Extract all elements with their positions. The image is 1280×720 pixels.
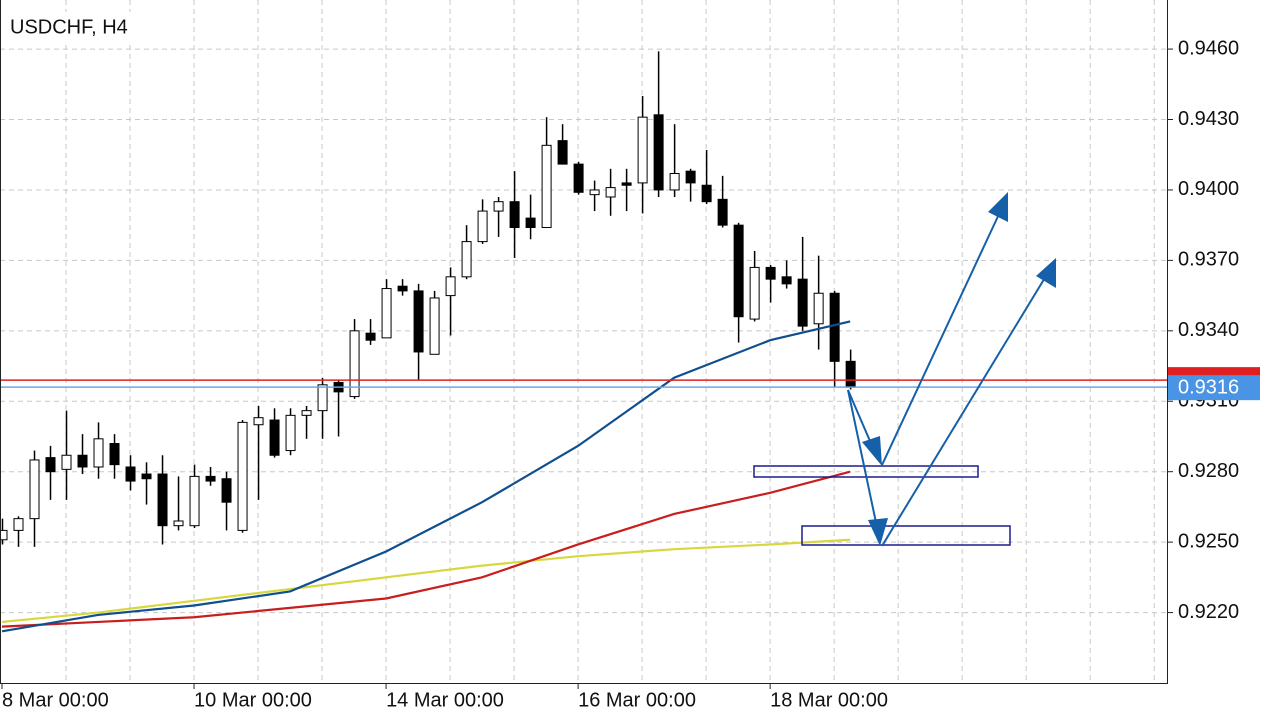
candle-body [733,224,744,318]
bid-price-label: 0.9316 [1178,376,1239,398]
candle-body [349,330,360,398]
arrow-head [868,518,888,546]
arrow-line [881,275,1047,547]
arrow-head [1036,258,1056,288]
candle-body [509,201,520,229]
candle-body [189,475,200,527]
annotations [753,192,1056,547]
y-tick-label: 0.9340 [1178,319,1239,341]
x-tick-label: 16 Mar 00:00 [578,689,696,711]
y-tick-label: 0.9370 [1178,249,1239,271]
candle-body [77,454,88,468]
candle-body [221,478,232,503]
candle-body [381,288,392,339]
candle-body [637,116,648,184]
candle-body [477,210,488,243]
y-tick-label: 0.9280 [1178,460,1239,482]
candle-body [125,466,136,482]
y-tick-label: 0.9220 [1178,601,1239,623]
candle-body [397,285,408,292]
candle-body [109,443,120,466]
title-bg [6,12,146,44]
arrow-head [988,192,1008,222]
candle-body [781,276,792,285]
x-tick-label: 8 Mar 00:00 [2,689,109,711]
candle-body [413,290,424,353]
candle-body [717,198,728,226]
candle-body [701,184,712,203]
labels: 0.92200.92500.92800.93100.93400.93700.94… [1,37,1260,711]
candle-body [0,529,8,541]
candle-body [765,266,776,280]
x-tick-label: 10 Mar 00:00 [194,689,312,711]
candle-body [557,140,568,165]
candle-body [29,459,40,520]
candle-body [685,170,696,184]
candle-body [269,419,280,456]
candle-body [173,520,184,527]
x-tick-label: 18 Mar 00:00 [770,689,888,711]
y-tick-label: 0.9460 [1178,37,1239,59]
candle-body [205,475,216,482]
candle-body [461,241,472,278]
candle-body [13,518,24,531]
candle-body [365,332,376,341]
x-tick-label: 14 Mar 00:00 [386,689,504,711]
candle-body [285,414,296,452]
candle-body [653,114,664,191]
zone-box [801,525,1011,546]
candle-body [845,360,856,388]
moving-average [1,320,851,633]
arrow-line [847,389,879,533]
candle-body [589,189,600,196]
candle-body [621,182,632,186]
candle-body [301,410,312,416]
candle-body [829,292,840,362]
candle-body [525,217,536,229]
arrows [847,211,1047,547]
candle-body [493,201,504,212]
candle-body [605,187,616,198]
candle-body [797,278,808,327]
axes [0,0,1168,684]
y-tick-label: 0.9250 [1178,530,1239,552]
candle-body [93,438,104,468]
moving-average [1,470,851,628]
candle-body [669,173,680,191]
candle-body [237,421,248,531]
candle-body [445,276,456,297]
candle-body [317,384,328,412]
candle-body [541,144,552,229]
candle-body [813,292,824,325]
arrow-heads [862,192,1056,546]
bid-price-box [1168,375,1260,401]
candle-body [61,454,72,470]
candle-body [253,417,264,426]
candle-body [157,473,168,527]
arrow-line [881,211,1001,466]
y-tick-label: 0.9400 [1178,178,1239,200]
candle-body [429,297,440,355]
candle-body [45,457,56,473]
candle-body [573,163,584,193]
moving-average [1,538,851,624]
candle-body [141,473,152,480]
y-tick-label: 0.9430 [1178,108,1239,130]
arrow-head [862,436,882,466]
plot-layer [0,0,1167,683]
candle-body [749,266,760,320]
chart-title: USDCHF, H4 [10,16,128,38]
